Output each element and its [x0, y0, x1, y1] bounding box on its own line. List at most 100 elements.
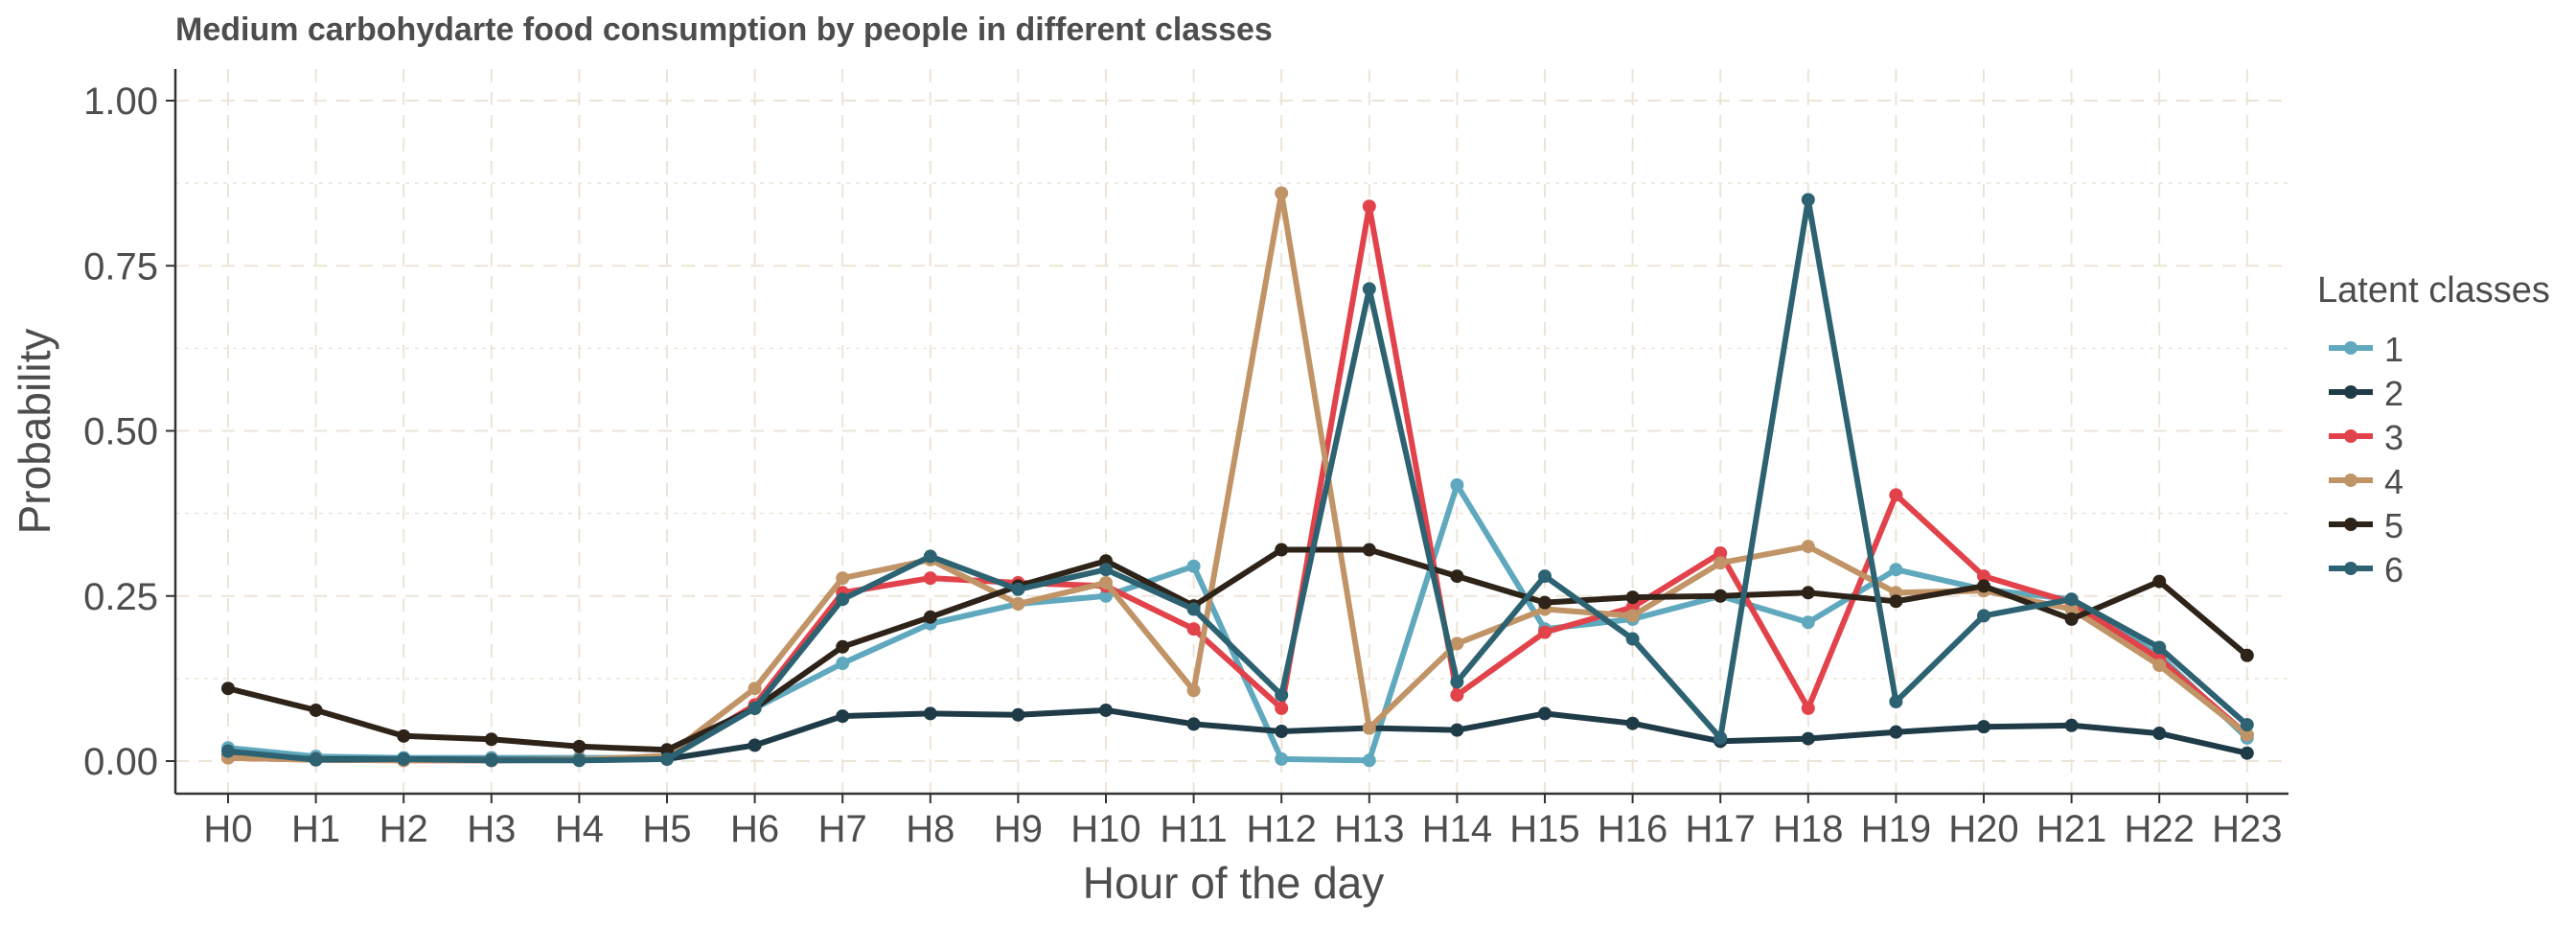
data-point	[1977, 569, 1990, 584]
data-point	[1538, 625, 1552, 639]
y-tick-label: 0.50	[83, 411, 158, 453]
data-point	[1977, 609, 1990, 623]
data-point	[1801, 540, 1815, 554]
x-tick-label: H3	[467, 808, 516, 850]
data-point	[1275, 543, 1289, 557]
x-tick-label: H16	[1598, 808, 1668, 850]
legend-label: 3	[2384, 418, 2404, 457]
series-1	[221, 477, 2254, 768]
data-point	[1362, 753, 1376, 768]
data-point	[1977, 579, 1990, 593]
x-tick-label: H12	[1247, 808, 1317, 850]
data-point	[1801, 701, 1815, 715]
x-tick-label: H2	[380, 808, 428, 850]
data-point	[2240, 728, 2254, 742]
data-point	[1801, 586, 1815, 600]
data-point	[221, 744, 235, 758]
data-point	[1450, 636, 1464, 651]
data-point	[1275, 688, 1289, 703]
data-point	[836, 657, 850, 671]
x-tick-label: H13	[1334, 808, 1404, 850]
series-3	[221, 199, 2254, 768]
data-point	[2064, 612, 2079, 626]
data-point	[1538, 595, 1552, 610]
series-line-6	[225, 197, 2250, 764]
data-point	[1450, 688, 1464, 703]
data-point	[2064, 602, 2079, 616]
y-tick-label: 0.00	[83, 741, 158, 783]
data-point	[221, 682, 235, 696]
data-point	[2064, 592, 2079, 607]
data-point	[1186, 622, 1201, 636]
x-tick-label: H23	[2212, 808, 2282, 850]
data-point	[2240, 718, 2254, 732]
data-point	[397, 752, 411, 766]
data-point	[748, 682, 762, 696]
data-point	[1714, 556, 1728, 570]
legend-item-6: 6	[2329, 550, 2404, 590]
x-tick-label: H14	[1422, 808, 1492, 850]
data-point	[1714, 589, 1728, 603]
legend-key-point	[2344, 341, 2358, 355]
data-point	[1275, 186, 1289, 200]
data-point	[1186, 559, 1201, 573]
legend-item-1: 1	[2329, 330, 2404, 369]
x-tick-label: H4	[555, 808, 604, 850]
data-point	[1362, 199, 1376, 214]
data-point	[1099, 703, 1113, 717]
chart-title: Medium carbohydarte food consumption by …	[175, 12, 1273, 48]
legend-key-point	[2344, 385, 2358, 399]
x-tick-label: H6	[730, 808, 779, 850]
data-point	[1362, 543, 1376, 557]
data-point	[1538, 706, 1552, 721]
data-point	[1889, 694, 1903, 708]
y-ticks: 0.00 0.25 0.50 0.75 1.00	[83, 81, 175, 783]
legend-title: Latent classes	[2317, 270, 2550, 311]
legend-label: 5	[2384, 506, 2404, 545]
data-point	[1889, 594, 1903, 609]
legend-label: 2	[2384, 374, 2404, 413]
x-tick-label: H1	[291, 808, 340, 850]
data-point	[660, 743, 674, 757]
data-point	[309, 703, 323, 717]
data-point	[484, 732, 498, 747]
data-point	[1186, 683, 1201, 698]
data-point	[397, 728, 411, 743]
data-point	[1099, 589, 1113, 603]
data-point	[2152, 727, 2167, 741]
data-point	[1186, 717, 1201, 731]
data-point	[2152, 659, 2167, 673]
series-line-4	[225, 190, 2250, 764]
legend: Latent classes 1 2 3 4 5 6	[2317, 270, 2550, 590]
legend-key-point	[2344, 562, 2358, 575]
data-point	[1625, 590, 1640, 605]
x-ticks: H0 H1 H2 H3 H4 H5 H6 H7 H8 H9 H10 H11 H12 H13 H14 H15 H1…	[203, 794, 2282, 850]
series-line-3	[225, 203, 2250, 764]
series-4	[221, 186, 2254, 768]
data-point	[836, 639, 850, 654]
x-tick-label: H15	[1509, 808, 1579, 850]
data-point	[748, 701, 762, 715]
legend-key-point	[2344, 518, 2358, 531]
x-axis-label: Hour of the day	[1083, 858, 1385, 908]
x-tick-label: H21	[2036, 808, 2106, 850]
legend-key-point	[2344, 429, 2358, 443]
data-point	[1625, 716, 1640, 730]
data-point	[1450, 723, 1464, 737]
data-point	[1362, 721, 1376, 735]
series-2	[221, 703, 2254, 767]
x-tick-label: H22	[2125, 808, 2195, 850]
data-point	[1011, 582, 1025, 596]
data-point	[2064, 718, 2079, 732]
legend-item-3: 3	[2329, 418, 2404, 457]
legend-key-point	[2344, 474, 2358, 487]
data-point	[1186, 602, 1201, 616]
data-point	[923, 610, 937, 624]
data-point	[1714, 545, 1728, 560]
data-point	[1977, 720, 1990, 734]
series-6	[221, 193, 2254, 768]
data-point	[1801, 193, 1815, 207]
legend-label: 4	[2384, 462, 2404, 501]
